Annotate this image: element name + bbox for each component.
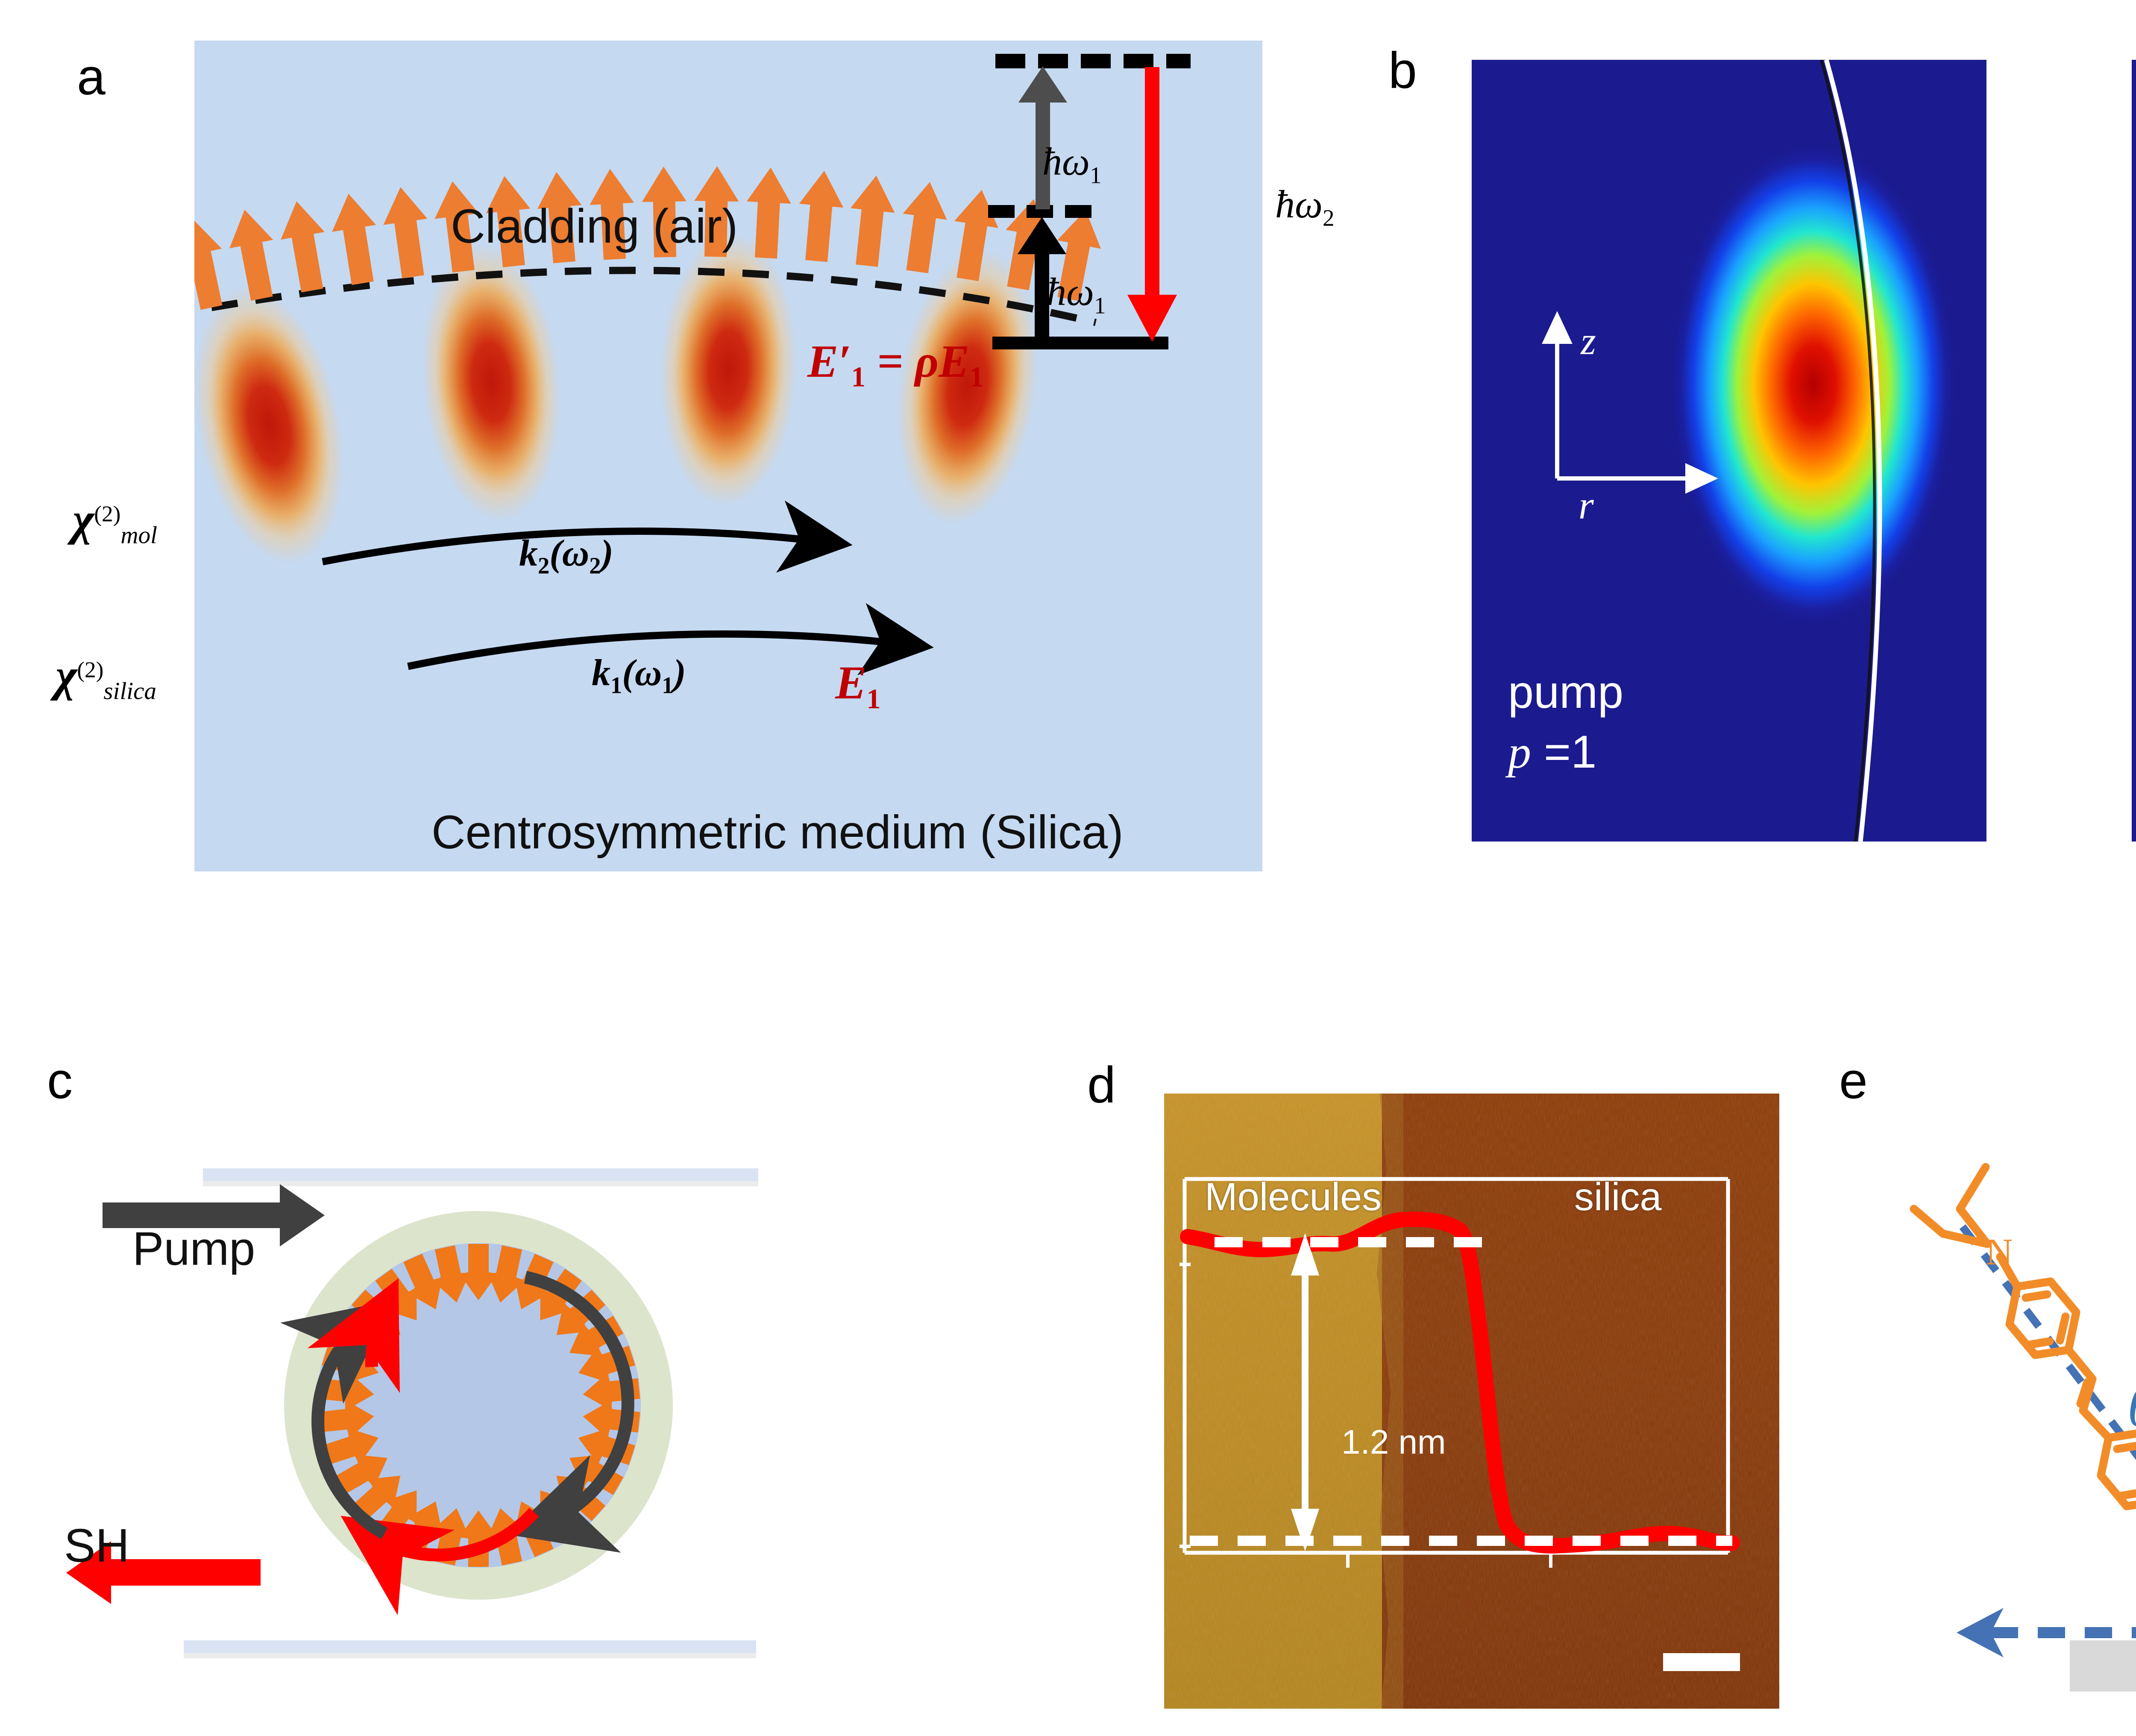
waveguide-bottom (184, 1640, 756, 1658)
cavity-boundary-shadow (1819, 59, 1876, 842)
profile-inset-ticks (1179, 1263, 1552, 1568)
silica-substrate-bar (2070, 1640, 2136, 1692)
mode-lobe (195, 286, 343, 564)
cladding-label: Cladding (air) (451, 199, 738, 253)
k1-vector-arrow (407, 603, 934, 675)
pump-arrow (103, 1184, 325, 1246)
mode-lobes-group (194, 166, 1101, 675)
energy-level-diagram (988, 54, 1191, 349)
panel-a-letter: a (77, 48, 106, 106)
step-height-label: 1.2 nm (1341, 1423, 1446, 1461)
centrosymmetric-medium-label: Centrosymmetric medium (Silica) (431, 806, 1124, 859)
pump-mode-field (1472, 59, 1986, 842)
profile-reference-lines (1190, 1237, 1732, 1546)
sh-mode-field (2132, 60, 2136, 842)
step-height-arrow (1291, 1233, 1320, 1551)
circulation-arrow-red-lower (340, 1508, 539, 1616)
axes-group (1542, 311, 1718, 494)
axis-label-z: z (1581, 319, 1596, 363)
afm-molecules-label: Molecules (1205, 1175, 1382, 1219)
photon-energy-label-upper: ħω1 (1042, 140, 1102, 188)
mode-lobe (897, 249, 1038, 525)
E1-field-label: E1 (835, 657, 881, 715)
mode-lobe (660, 233, 797, 506)
molecule-left (1910, 1163, 2136, 1510)
waveguide-top (203, 1168, 758, 1186)
photon-energy-label-emission: ħω2 (1275, 182, 1335, 231)
panel-e-molecular-orientation: N + N Si N + N S (1910, 1163, 2136, 1657)
photon-absorption-arrow-1 (1018, 217, 1066, 341)
pump-mode-order: p =1 (1508, 726, 1597, 778)
field-relation-label: E′1 = ρE1 (807, 336, 984, 393)
chi-mol-label: χ(2)mol (73, 494, 157, 549)
afm-image: Molecules silica 1.2 nm (1164, 1094, 1779, 1709)
amine-label-left: N (1986, 1232, 2013, 1273)
afm-silica-label: silica (1574, 1175, 1662, 1219)
k2-vector-arrow (322, 500, 853, 573)
photon-emission-arrow (1127, 67, 1177, 342)
scale-bar (1663, 1653, 1740, 1671)
sh-arrow (66, 1541, 261, 1604)
silica-substrate-label: silica (2070, 1642, 2136, 1692)
mode-lobe (422, 243, 560, 521)
panel-d-letter: d (1087, 1056, 1116, 1114)
theta-label-left: θ (2127, 1375, 2136, 1440)
cavity-boundary-line (1824, 59, 1882, 842)
chi-parallel-axis (1957, 1608, 2136, 1657)
photon-absorption-arrow-2 (1018, 66, 1067, 209)
pump-label: Pump (132, 1223, 255, 1275)
interface-dashed-curve (211, 267, 1097, 326)
mode-profile-pump: z r pump p =1 (1472, 59, 1986, 842)
pump-title: pump (1508, 666, 1624, 718)
sh-label: SH (64, 1519, 129, 1572)
panel-c-resonator-schematic (66, 1168, 758, 1658)
molecular-axis-left (1955, 1219, 2136, 1460)
panel-c-letter: c (47, 1052, 73, 1109)
k2-label: k2(ω2) (519, 533, 613, 579)
panel-b-letter: b (1388, 42, 1417, 99)
profile-inset-frame (1182, 1177, 1730, 1555)
panel-a-schematic: Cladding (air) Centrosymmetric medium (S… (194, 41, 1335, 871)
afm-canvas (1164, 1094, 1779, 1709)
circulation-arrow-red-upper (308, 1278, 400, 1393)
panel-e-letter: e (1839, 1052, 1868, 1109)
photon-energy-label-lower: ħω1 (1047, 270, 1106, 319)
axis-label-r: r (1579, 484, 1594, 527)
k1-label: k1(ω1) (592, 652, 686, 698)
chi-silica-label: χ(2)silica (56, 650, 156, 705)
circulation-arrow-clockwise-gray (508, 1271, 634, 1553)
mode-profile-sh: z r SH p = 2 (2132, 60, 2136, 842)
